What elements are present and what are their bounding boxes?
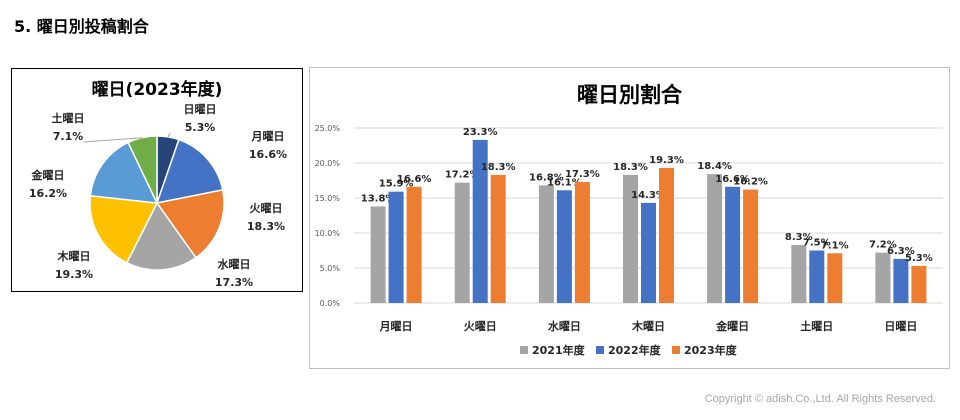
bar-chart-title: 曜日別割合 bbox=[577, 83, 682, 107]
bar bbox=[707, 174, 723, 303]
data-label: 17.2% bbox=[445, 170, 480, 181]
pie-chart-svg: 日曜日 5.3% 月曜日 16.6% 火曜日 18.3% 水曜日 17.3% 木曜日 19.3% 金… bbox=[29, 103, 287, 289]
legend-label: 2021年度 bbox=[532, 343, 586, 357]
pie-slice bbox=[125, 201, 197, 271]
bar-chart: 曜日別割合 0.0% 5.0% 10.0% 15.0% 20.0% 25.0% 月曜日 13.… bbox=[309, 67, 950, 369]
data-label: 18.3% bbox=[613, 162, 648, 173]
bar bbox=[827, 253, 843, 303]
pie-value-label: 19.3% bbox=[55, 268, 93, 281]
bar bbox=[911, 265, 927, 303]
pie-category-label: 金曜日 bbox=[31, 168, 65, 182]
data-label: 7.2% bbox=[869, 240, 897, 251]
data-label: 16.8% bbox=[529, 172, 564, 183]
y-tick-label: 20.0% bbox=[315, 159, 341, 168]
data-label: 7.1% bbox=[821, 240, 849, 251]
data-label: 17.3% bbox=[565, 169, 600, 180]
data-label: 16.6% bbox=[397, 174, 432, 185]
bar bbox=[388, 191, 404, 303]
data-label: 18.4% bbox=[697, 161, 732, 172]
bar bbox=[472, 139, 488, 303]
data-label: 18.3% bbox=[481, 162, 516, 173]
x-tick-label: 火曜日 bbox=[464, 320, 497, 333]
pie-chart-title: 曜日(2023年度) bbox=[91, 80, 223, 100]
data-label: 16.2% bbox=[733, 177, 768, 188]
bar bbox=[809, 250, 825, 303]
pie-slice bbox=[127, 135, 158, 204]
pie-value-label: 17.3% bbox=[215, 276, 253, 289]
pie-category-label: 月曜日 bbox=[251, 130, 285, 143]
y-tick-label: 0.0% bbox=[320, 299, 341, 308]
bar bbox=[659, 167, 674, 303]
pie-chart: 曜日(2023年度) 日曜日 5.3% 月曜日 16.6% 火曜日 18.3% 水曜日 17.… bbox=[11, 68, 303, 292]
page-title: 5. 曜日別投稿割合 bbox=[14, 17, 149, 36]
pie-value-label: 18.3% bbox=[247, 220, 285, 233]
legend-swatch bbox=[672, 346, 680, 354]
bar bbox=[406, 186, 422, 303]
pie-category-label: 土曜日 bbox=[52, 111, 85, 125]
x-tick-label: 金曜日 bbox=[715, 319, 749, 333]
bar bbox=[791, 244, 807, 303]
x-tick-label: 日曜日 bbox=[884, 320, 917, 333]
data-label: 7.5% bbox=[803, 238, 831, 249]
pie-category-label: 火曜日 bbox=[250, 202, 283, 215]
pie-value-label: 5.3% bbox=[185, 121, 216, 134]
legend-label: 2023年度 bbox=[684, 343, 738, 357]
y-tick-label: 15.0% bbox=[315, 194, 341, 203]
data-label: 8.3% bbox=[785, 232, 813, 243]
x-tick-label: 木曜日 bbox=[631, 319, 665, 333]
data-label: 5.3% bbox=[905, 253, 933, 264]
pie-slice bbox=[89, 194, 159, 264]
x-tick-label: 水曜日 bbox=[548, 319, 581, 333]
bar bbox=[490, 174, 506, 303]
legend-swatch bbox=[520, 346, 528, 354]
bar bbox=[556, 190, 572, 303]
pie-category-label: 日曜日 bbox=[184, 103, 217, 116]
legend-swatch bbox=[596, 346, 604, 354]
bar bbox=[370, 206, 386, 303]
data-label: 6.3% bbox=[887, 246, 915, 257]
pie-category-label: 木曜日 bbox=[57, 249, 91, 263]
pie-leader-line bbox=[83, 137, 143, 143]
bar bbox=[538, 185, 554, 303]
bar-chart-svg: 0.0% 5.0% 10.0% 15.0% 20.0% 25.0% 月曜日 13.8% 15.9… bbox=[315, 124, 943, 357]
pie-value-label: 16.2% bbox=[29, 187, 67, 200]
data-label: 15.9% bbox=[379, 179, 414, 190]
bar bbox=[725, 186, 741, 303]
bar bbox=[893, 258, 909, 303]
bar bbox=[641, 202, 656, 303]
data-label: 16.6% bbox=[715, 174, 750, 185]
y-tick-label: 10.0% bbox=[315, 229, 341, 238]
bar bbox=[875, 252, 891, 303]
bar bbox=[454, 182, 470, 303]
data-label: 14.3% bbox=[631, 190, 666, 201]
data-label: 19.3% bbox=[649, 155, 684, 166]
pie-value-label: 7.1% bbox=[53, 130, 84, 143]
pie-slice bbox=[155, 189, 225, 259]
data-label: 16.1% bbox=[547, 177, 582, 188]
y-tick-label: 25.0% bbox=[315, 124, 341, 133]
y-tick-label: 5.0% bbox=[320, 264, 341, 273]
x-tick-label: 土曜日 bbox=[800, 319, 833, 333]
pie-value-label: 16.6% bbox=[249, 148, 287, 161]
pie-category-label: 水曜日 bbox=[218, 257, 251, 271]
legend-label: 2022年度 bbox=[608, 343, 662, 357]
data-label: 23.3% bbox=[463, 127, 498, 138]
pie-leader-line bbox=[167, 132, 171, 138]
x-tick-label: 月曜日 bbox=[379, 320, 413, 333]
copyright-footer: Copyright © adish.Co.,Ltd. All Rights Re… bbox=[704, 393, 936, 405]
bar bbox=[574, 181, 590, 303]
data-label: 13.8% bbox=[361, 193, 396, 204]
bar bbox=[743, 189, 759, 303]
bar bbox=[623, 174, 638, 303]
pie-slice bbox=[155, 138, 224, 204]
pie-slice bbox=[89, 141, 159, 204]
